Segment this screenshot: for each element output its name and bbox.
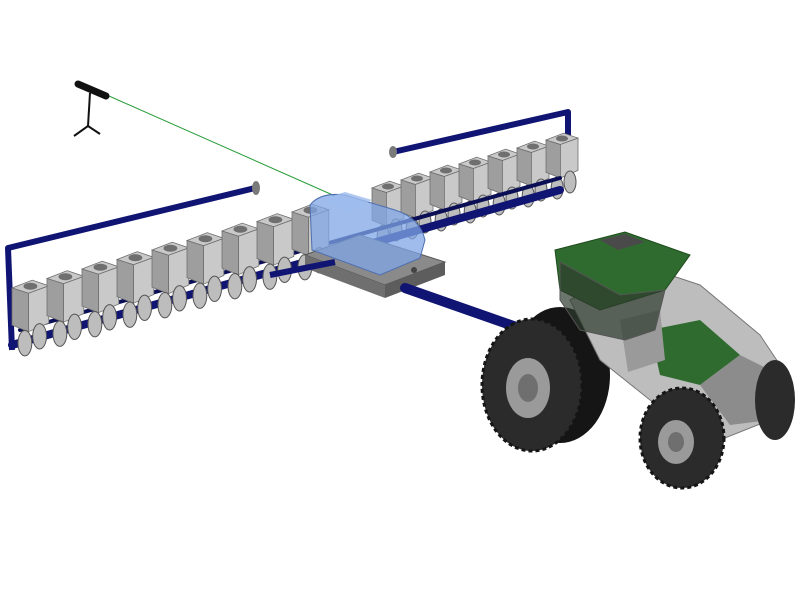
front-hopper-unit: [220, 222, 260, 300]
marker-arm-left: [5, 181, 260, 351]
front-hopper-unit: [80, 260, 120, 338]
front-hopper-unit: [185, 232, 225, 309]
tractor-icon: [480, 231, 795, 490]
tripod-leg-center: [87, 92, 91, 127]
camera-body: [74, 80, 110, 100]
tripod-leg-right: [87, 125, 101, 135]
tripod-leg-left: [73, 125, 89, 137]
tractor-rear-wheel: [480, 307, 610, 453]
hitch-tongue: [269, 259, 530, 335]
front-hopper-unit: [255, 213, 295, 290]
planter-machine-icon: [5, 109, 580, 357]
front-hopper-unit: [150, 241, 190, 319]
front-hopper-unit: [10, 279, 50, 357]
camera-tripod-icon: [73, 80, 336, 197]
tractor-front-wheel: [638, 360, 795, 490]
camera-sight-line: [99, 91, 336, 197]
front-hopper-unit: [45, 270, 85, 347]
tractor-cab: [554, 231, 691, 341]
front-hopper-unit: [115, 251, 155, 328]
